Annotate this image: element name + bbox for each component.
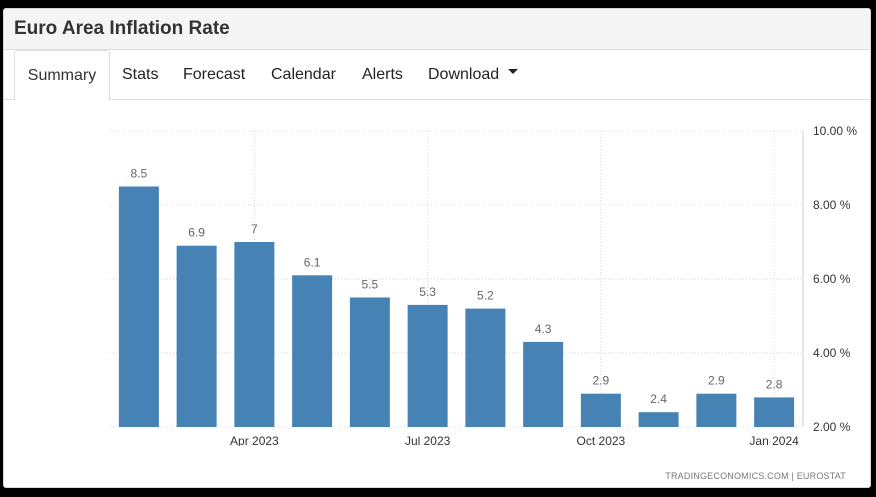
bar	[349, 297, 390, 427]
y-tick-label: 8.00 %	[813, 198, 851, 212]
y-tick-label: 2.00 %	[813, 420, 851, 434]
tab-label: Calendar	[271, 66, 336, 83]
bar	[580, 393, 621, 427]
y-tick-label: 10.00 %	[813, 124, 857, 138]
y-tick-label: 4.00 %	[813, 346, 851, 360]
tab-label: Stats	[122, 66, 159, 83]
x-tick-label: Jan 2024	[749, 434, 799, 446]
data-label: 6.9	[188, 226, 205, 240]
x-tick-label: Jul 2023	[405, 434, 451, 446]
x-tick-label: Oct 2023	[577, 434, 626, 446]
widget-header: Euro Area Inflation Rate	[4, 9, 870, 50]
data-label: 5.5	[362, 278, 379, 292]
data-label: 2.9	[593, 374, 610, 388]
data-label: 5.3	[419, 285, 436, 299]
y-tick-label: 6.00 %	[813, 272, 851, 286]
data-label: 8.5	[131, 167, 148, 181]
tab-summary[interactable]: Summary	[14, 50, 110, 101]
tab-alerts[interactable]: Alerts	[362, 50, 403, 99]
bar	[118, 186, 159, 427]
chevron-down-icon	[508, 69, 519, 75]
bar	[176, 245, 217, 427]
bar	[638, 412, 679, 427]
tab-label: Download	[428, 66, 500, 83]
data-label: 2.9	[708, 374, 725, 388]
bar	[292, 275, 333, 427]
tab-label: Forecast	[183, 66, 246, 83]
bar	[407, 304, 448, 427]
tab-label: Summary	[27, 67, 97, 84]
data-label: 4.3	[535, 322, 552, 336]
data-label: 2.8	[766, 377, 783, 391]
data-label: 2.4	[650, 392, 667, 406]
bar	[754, 397, 795, 427]
bar	[234, 242, 275, 427]
source-credit: TRADINGECONOMICS.COM | EUROSTAT	[665, 471, 846, 481]
tab-label: Alerts	[362, 66, 403, 83]
bar	[465, 308, 506, 427]
tab-download[interactable]: Download	[428, 50, 519, 99]
bar	[696, 393, 737, 427]
inflation-bar-chart: 2.00 % 4.00 % 6.00 % 8.00 % 10.00 % Apr 2023 J…	[110, 124, 857, 446]
tab-bar: Summary Stats Forecast Calendar Alerts D…	[4, 50, 870, 101]
widget-frame: Euro Area Inflation Rate Summary Stats F…	[3, 8, 871, 488]
tab-calendar[interactable]: Calendar	[271, 50, 336, 99]
tab-stats[interactable]: Stats	[122, 50, 158, 99]
data-label: 5.2	[477, 289, 494, 303]
page-title: Euro Area Inflation Rate	[14, 18, 230, 39]
bar	[523, 341, 564, 427]
data-label: 7	[251, 222, 258, 236]
data-label: 6.1	[304, 255, 321, 269]
x-tick-label: Apr 2023	[230, 434, 279, 446]
tab-forecast[interactable]: Forecast	[183, 50, 245, 99]
